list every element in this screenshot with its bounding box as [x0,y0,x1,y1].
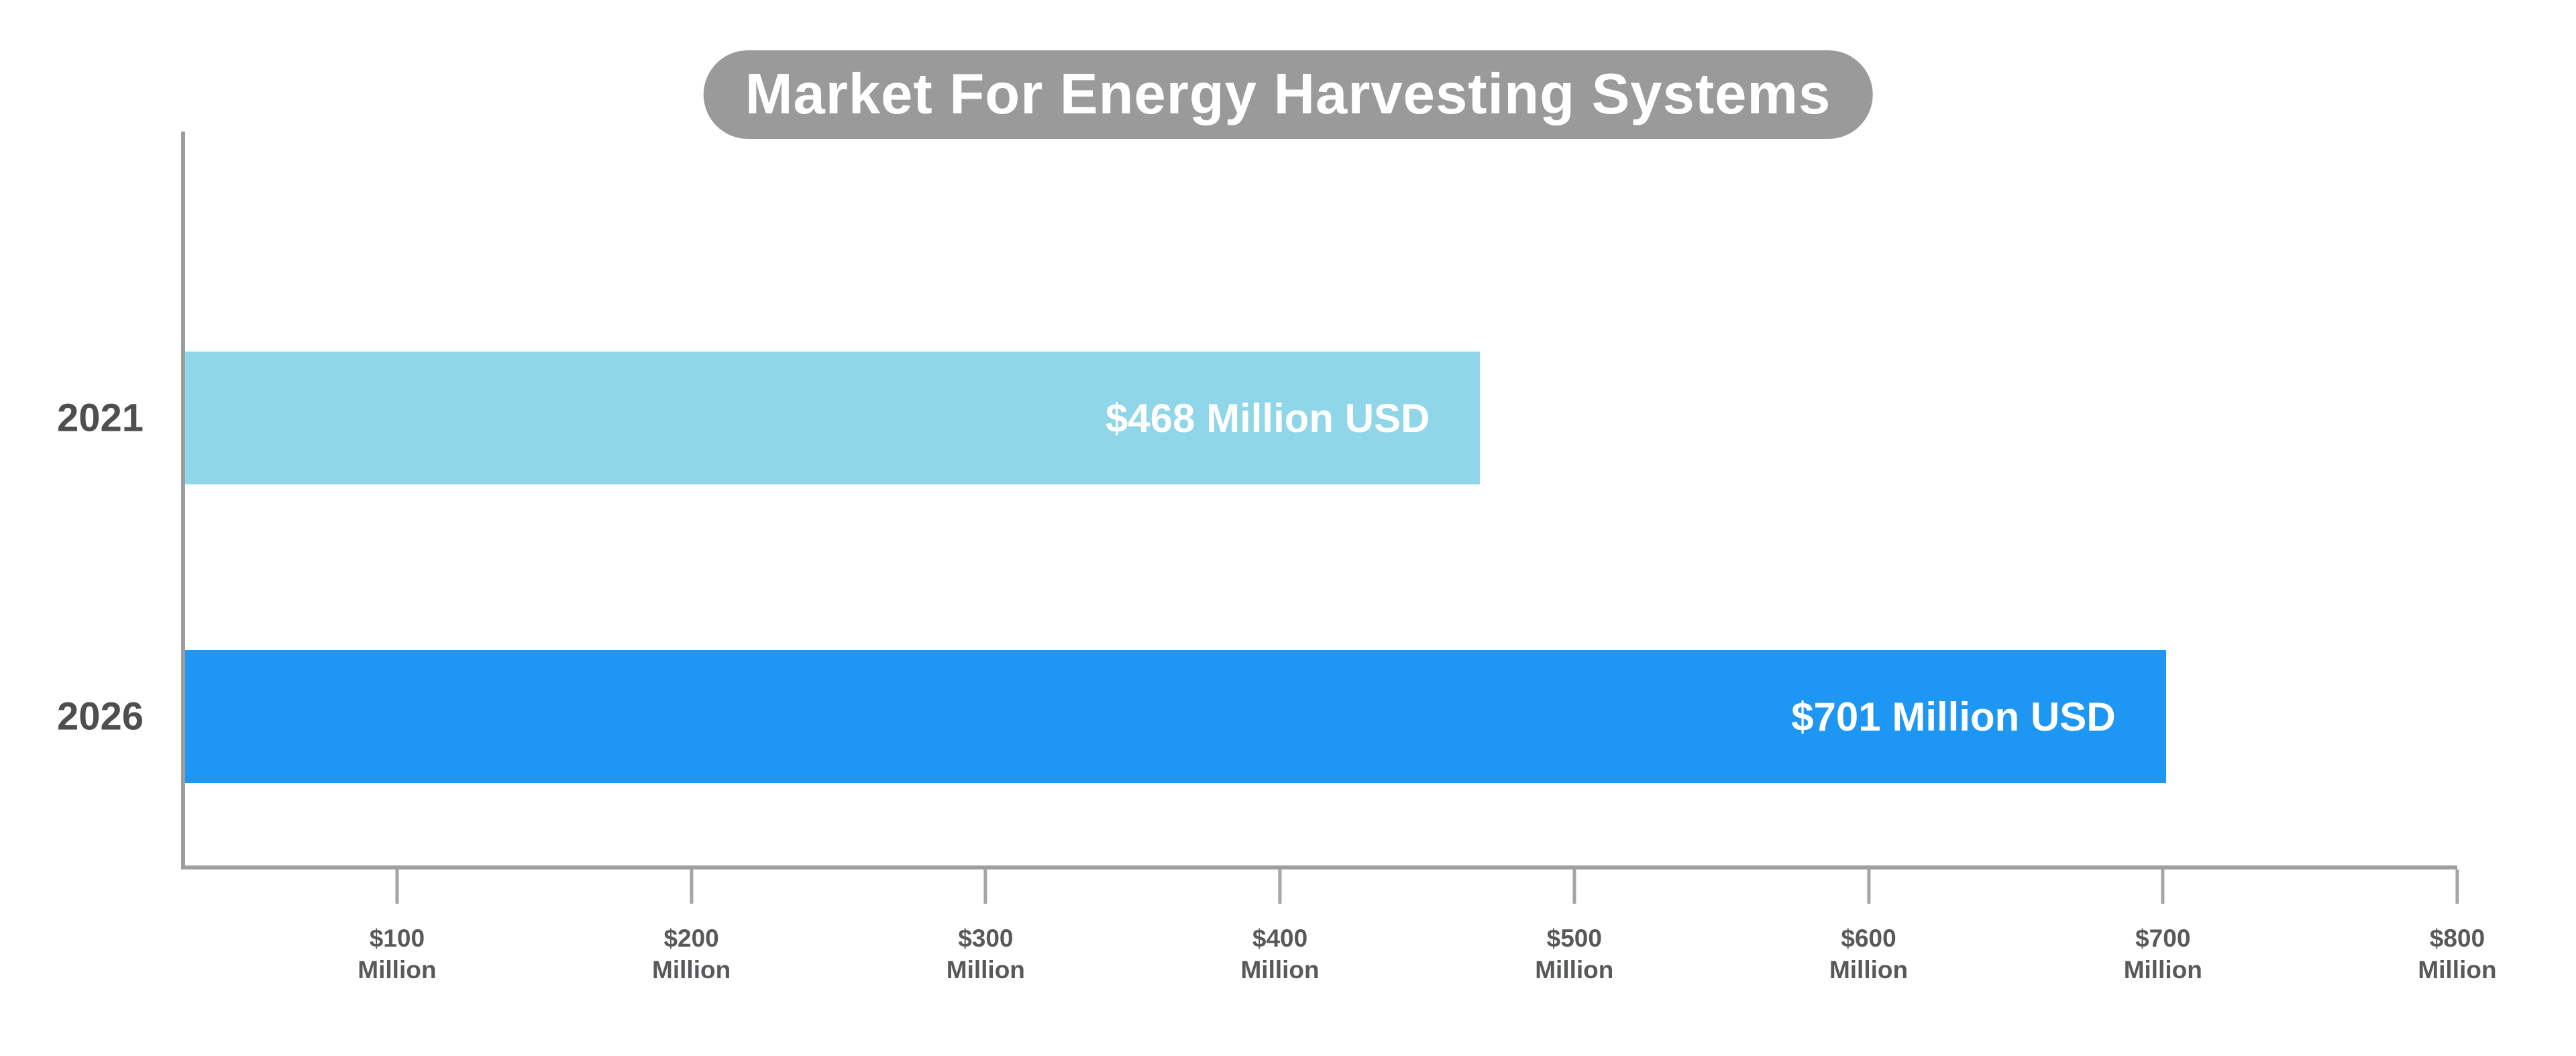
x-tick-unit: Million [358,956,437,984]
bar-value-label: $701 Million USD [1791,694,2116,739]
x-tick: $200 Million [652,869,731,986]
x-tick-mark [983,869,987,904]
x-tick: $400 Million [1240,869,1320,986]
x-tick-unit: Million [946,956,1025,984]
x-tick-label: $500 Million [1535,922,1613,986]
chart-title-pill: Market For Energy Harvesting Systems [703,50,1873,139]
bar: $468 Million USD [185,352,1481,484]
x-axis-line [181,865,2457,869]
x-tick: $100 Million [358,869,436,986]
x-tick-label: $600 Million [1829,922,1908,986]
x-tick-label: $100 Million [358,922,436,986]
x-tick-unit: Million [1240,956,1320,984]
x-tick-unit: Million [1535,956,1614,984]
x-tick: $300 Million [947,869,1025,986]
x-tick-unit: Million [2418,956,2497,984]
x-tick: $800 Million [2418,869,2497,986]
bar-value-label: $468 Million USD [1105,395,1430,441]
x-tick: $700 Million [2124,869,2202,986]
category-label: 2021 [56,396,144,440]
x-tick-label: $800 Million [2418,922,2496,986]
x-tick-label: $700 Million [2124,922,2202,986]
x-tick-mark [1278,869,1282,904]
bar-row: 2021 $468 Million USD [57,352,2457,484]
x-tick-unit: Million [2123,956,2202,984]
x-tick-value: $400 [1252,925,1308,952]
bar: $701 Million USD [185,650,2166,783]
x-axis-ticks: $100 Million $200 Million $300 Million $… [185,869,2497,1044]
x-tick-value: $300 [958,925,1014,952]
x-tick-mark [690,869,694,904]
category-label: 2026 [56,694,144,739]
x-tick: $500 Million [1535,869,1613,986]
x-tick-mark [1572,869,1576,904]
x-tick: $600 Million [1829,869,1908,986]
x-tick-label: $300 Million [947,922,1025,986]
x-tick-unit: Million [652,956,731,984]
y-axis-line [181,131,185,869]
x-tick-value: $600 [1841,925,1896,952]
chart-title: Market For Energy Harvesting Systems [745,62,1831,126]
x-tick-label: $200 Million [652,922,731,986]
bar-row: 2026 $701 Million USD [57,650,2457,783]
x-tick-mark [2161,869,2165,904]
x-tick-value: $100 [369,925,425,952]
x-tick-label: $400 Million [1240,922,1319,986]
x-tick-unit: Million [1829,956,1909,984]
plot-area: 2021 $468 Million USD 2026 $701 Million … [57,131,2457,865]
x-tick-mark [1867,869,1871,904]
x-tick-mark [2455,869,2459,904]
x-tick-value: $700 [2135,925,2191,952]
x-tick-value: $500 [1546,925,1602,952]
x-tick-value: $800 [2429,925,2485,952]
x-tick-mark [395,869,399,904]
x-tick-value: $200 [663,925,719,952]
